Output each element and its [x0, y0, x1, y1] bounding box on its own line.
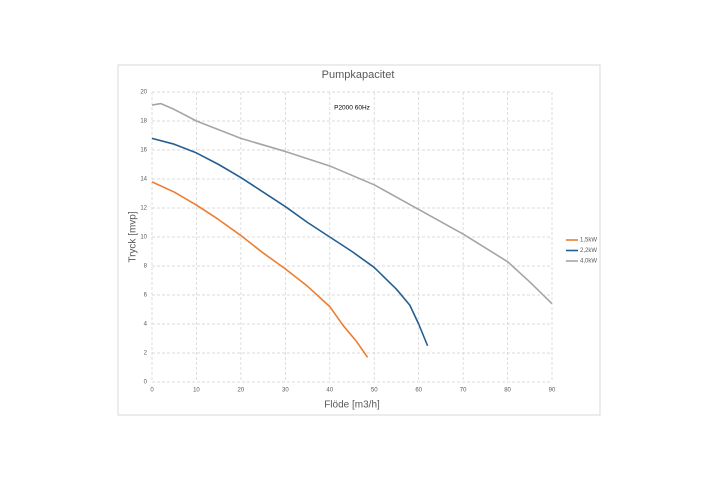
y-tick-label: 2 [144, 351, 148, 357]
legend-label: 1,5kW [580, 238, 597, 244]
x-tick-label: 20 [238, 388, 245, 394]
y-axis-label: Tryck [mvp] [128, 211, 139, 263]
series-line [151, 181, 369, 358]
x-tick-label: 40 [326, 388, 333, 394]
x-tick-label: 70 [460, 388, 467, 394]
series-line [151, 137, 429, 347]
y-tick-label: 10 [140, 235, 147, 241]
chart-frame [117, 64, 601, 416]
x-tick-label: 50 [371, 388, 378, 394]
y-tick-label: 14 [140, 177, 147, 183]
y-tick-label: 20 [140, 90, 147, 96]
legend-label: 4,0kW [580, 259, 597, 265]
series-line [151, 102, 553, 305]
x-axis-label: Flöde [m3/h] [324, 400, 380, 411]
x-tick-label: 0 [150, 388, 154, 394]
x-tick-label: 60 [415, 388, 422, 394]
legend-label: 2,2kW [580, 248, 597, 254]
y-tick-label: 16 [140, 148, 147, 154]
x-tick-label: 80 [504, 388, 511, 394]
y-tick-label: 4 [144, 322, 148, 328]
x-tick-label: 10 [193, 388, 200, 394]
chart-title: Pumpkapacitet [322, 69, 395, 81]
y-tick-label: 18 [140, 119, 147, 125]
x-tick-label: 90 [549, 388, 556, 394]
y-tick-label: 12 [140, 206, 147, 212]
y-tick-label: 0 [144, 380, 148, 386]
x-tick-label: 30 [282, 388, 289, 394]
y-tick-label: 8 [144, 264, 148, 270]
y-tick-label: 6 [144, 293, 148, 299]
annotation: P2000 60Hz [334, 105, 370, 112]
